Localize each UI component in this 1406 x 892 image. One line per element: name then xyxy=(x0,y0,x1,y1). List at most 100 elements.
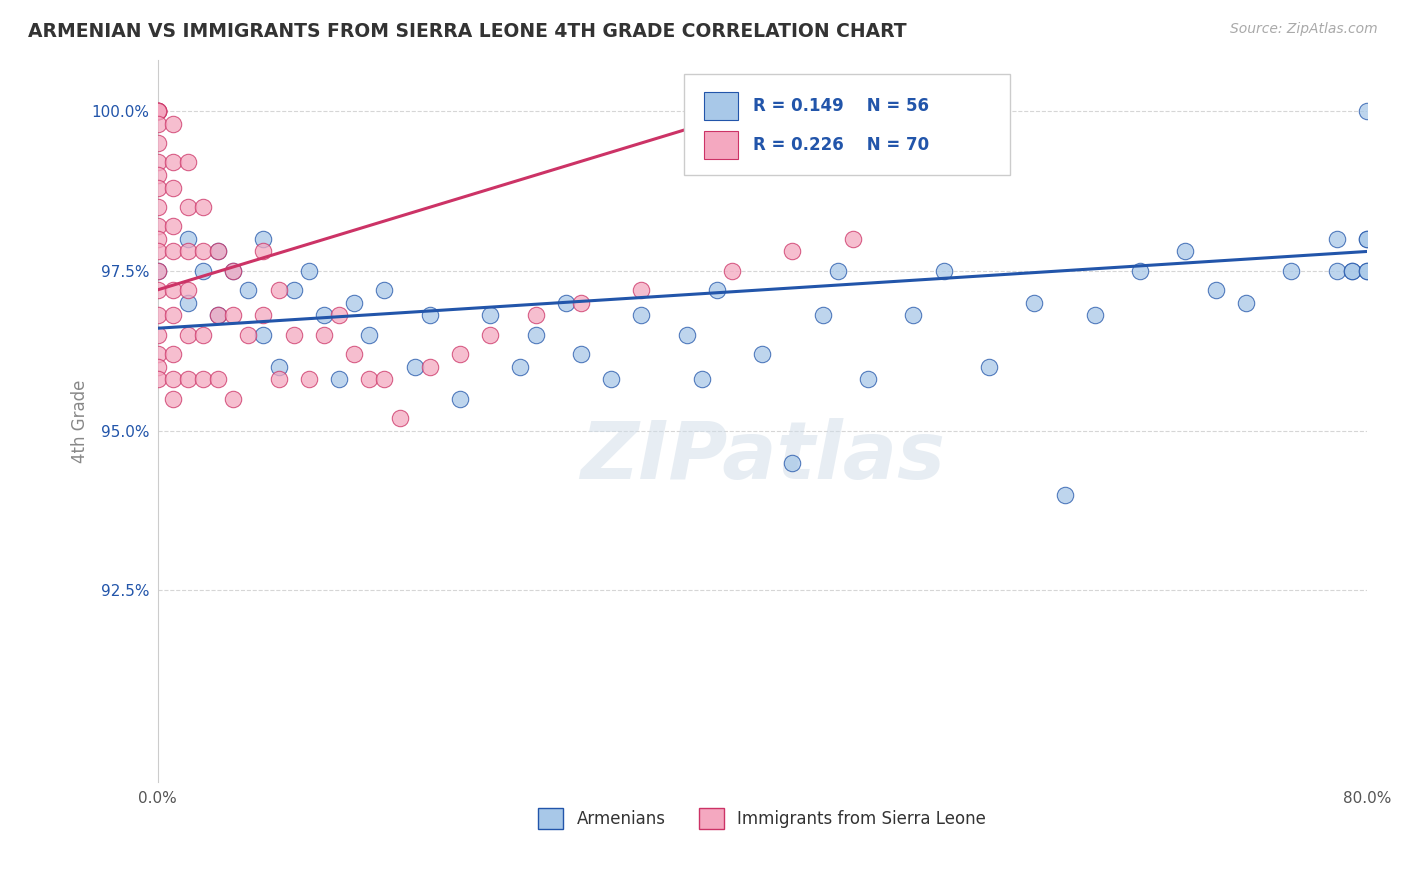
Point xyxy=(721,263,744,277)
Point xyxy=(191,244,214,259)
Point xyxy=(146,219,169,233)
Point xyxy=(630,309,652,323)
Point xyxy=(1053,487,1076,501)
Point xyxy=(312,327,335,342)
Point xyxy=(162,180,184,194)
Point xyxy=(238,327,260,342)
Point xyxy=(146,200,169,214)
Point xyxy=(827,263,849,277)
Point xyxy=(146,283,169,297)
Point xyxy=(1174,244,1197,259)
Point xyxy=(1340,263,1362,277)
Text: R = 0.149    N = 56: R = 0.149 N = 56 xyxy=(752,97,928,115)
Point xyxy=(1355,263,1378,277)
Point xyxy=(373,372,395,386)
Point xyxy=(162,155,184,169)
Point xyxy=(509,359,531,374)
Point xyxy=(811,309,834,323)
Point xyxy=(162,309,184,323)
Point xyxy=(524,309,547,323)
Point xyxy=(267,283,290,297)
Point xyxy=(207,244,229,259)
Point xyxy=(146,103,169,118)
Y-axis label: 4th Grade: 4th Grade xyxy=(72,379,89,463)
Point xyxy=(191,327,214,342)
Bar xyxy=(704,131,738,159)
Point xyxy=(479,327,502,342)
Point xyxy=(222,263,245,277)
Point xyxy=(162,392,184,406)
Point xyxy=(267,359,290,374)
Point xyxy=(328,309,350,323)
Point xyxy=(359,372,381,386)
Point xyxy=(207,244,229,259)
Point xyxy=(252,232,274,246)
Point xyxy=(191,372,214,386)
Point xyxy=(146,168,169,182)
Point xyxy=(146,263,169,277)
Point xyxy=(162,347,184,361)
Text: ZIPatlas: ZIPatlas xyxy=(579,418,945,496)
Point xyxy=(207,309,229,323)
Point xyxy=(706,283,728,297)
Point xyxy=(903,309,925,323)
Point xyxy=(177,372,200,386)
Point xyxy=(449,347,471,361)
Point xyxy=(1355,232,1378,246)
Point xyxy=(146,372,169,386)
Point xyxy=(162,219,184,233)
Point xyxy=(1355,263,1378,277)
Point xyxy=(1326,263,1348,277)
Point xyxy=(191,263,214,277)
Point xyxy=(146,136,169,150)
Point xyxy=(479,309,502,323)
Point xyxy=(856,372,879,386)
Point xyxy=(782,244,804,259)
FancyBboxPatch shape xyxy=(683,74,1010,175)
Point xyxy=(177,283,200,297)
Point xyxy=(751,347,773,361)
Point xyxy=(298,263,321,277)
Point xyxy=(1129,263,1152,277)
Point xyxy=(1084,309,1107,323)
Point xyxy=(146,103,169,118)
Point xyxy=(1279,263,1302,277)
Point xyxy=(146,103,169,118)
Point xyxy=(146,103,169,118)
Point xyxy=(238,283,260,297)
Point xyxy=(554,295,576,310)
Point xyxy=(1205,283,1227,297)
Point xyxy=(600,372,623,386)
Point xyxy=(146,232,169,246)
Point xyxy=(146,309,169,323)
Point xyxy=(177,200,200,214)
Point xyxy=(222,392,245,406)
Point xyxy=(343,295,366,310)
Point xyxy=(207,309,229,323)
Point xyxy=(252,244,274,259)
Bar xyxy=(704,92,738,120)
Point xyxy=(283,283,305,297)
Point xyxy=(419,309,441,323)
Point xyxy=(252,309,274,323)
Point xyxy=(782,456,804,470)
Point xyxy=(177,295,200,310)
Point xyxy=(328,372,350,386)
Point xyxy=(312,309,335,323)
Point xyxy=(252,327,274,342)
Point xyxy=(1355,103,1378,118)
Point xyxy=(146,155,169,169)
Point xyxy=(373,283,395,297)
Point xyxy=(675,327,697,342)
Text: ARMENIAN VS IMMIGRANTS FROM SIERRA LEONE 4TH GRADE CORRELATION CHART: ARMENIAN VS IMMIGRANTS FROM SIERRA LEONE… xyxy=(28,22,907,41)
Text: R = 0.226    N = 70: R = 0.226 N = 70 xyxy=(752,136,929,154)
Point xyxy=(569,295,592,310)
Point xyxy=(1355,232,1378,246)
Point xyxy=(222,309,245,323)
Legend: Armenians, Immigrants from Sierra Leone: Armenians, Immigrants from Sierra Leone xyxy=(531,802,993,836)
Point xyxy=(1340,263,1362,277)
Point xyxy=(977,359,1000,374)
Point xyxy=(524,327,547,342)
Point xyxy=(162,117,184,131)
Point xyxy=(569,347,592,361)
